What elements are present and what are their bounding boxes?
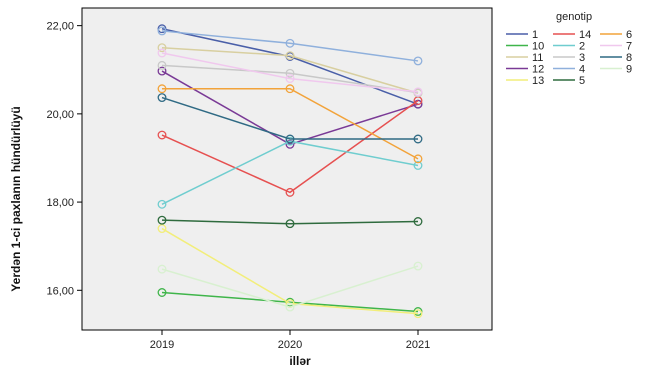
data-point: [157, 66, 167, 76]
data-point: [157, 48, 167, 58]
series-line: [161, 46, 419, 94]
data-point: [285, 38, 295, 48]
legend-label: 9: [626, 64, 632, 76]
data-point: [285, 68, 295, 78]
data-point: [285, 74, 295, 84]
data-point: [157, 199, 167, 209]
x-tick-label: 2020: [278, 339, 302, 351]
y-axis: 16,00 18,00 20,00 22,00: [46, 21, 82, 297]
legend-label: 5: [579, 75, 585, 87]
data-point: [157, 224, 167, 233]
data-point: [413, 154, 423, 164]
series-line: [161, 64, 419, 94]
series-line: [161, 70, 419, 146]
x-axis-title: illər: [289, 354, 311, 368]
series-line: [161, 219, 419, 225]
data-point: [285, 51, 295, 61]
data-point: [157, 26, 167, 36]
legend-item-4: 4: [553, 64, 585, 76]
series-line: [161, 27, 419, 105]
legend-item-13: 13: [506, 75, 544, 87]
legend-label: 10: [532, 41, 544, 53]
plot-area: [81, 7, 493, 331]
legend-label: 13: [532, 75, 544, 87]
series-line: [161, 96, 418, 140]
y-tick-label: 16,00: [46, 285, 74, 297]
x-tick-label: 2019: [150, 339, 174, 351]
legend-item-14: 14: [553, 29, 591, 41]
series-line: [161, 140, 419, 205]
x-axis: 2019 2020 2021: [150, 330, 430, 351]
legend-item-9: 9: [600, 64, 632, 76]
series-line: [161, 265, 419, 308]
series-layer: [157, 24, 423, 319]
series-7: [157, 48, 423, 97]
series-line: [161, 100, 419, 194]
legend-label: 7: [626, 41, 632, 53]
legend-label: 1: [532, 29, 538, 41]
data-point: [157, 60, 167, 70]
data-point: [413, 56, 423, 66]
legend-item-3: 3: [553, 52, 585, 64]
y-axis-title: Yerdən 1-ci paxlanın hündürlüyü: [9, 106, 23, 291]
legend-item-12: 12: [506, 64, 544, 76]
legend-item-7: 7: [600, 41, 632, 53]
x-tick-label: 2021: [406, 339, 430, 351]
data-point: [285, 219, 295, 229]
data-point: [285, 302, 295, 312]
legend-label: 3: [579, 52, 585, 64]
y-tick-label: 20,00: [46, 109, 74, 121]
data-point: [157, 264, 167, 274]
data-point: [285, 134, 295, 144]
legend-item-11: 11: [506, 52, 543, 64]
legend-label: 8: [626, 52, 632, 64]
series-5: [157, 215, 423, 229]
data-point: [157, 93, 167, 102]
series-line: [161, 52, 419, 93]
data-point: [157, 84, 167, 94]
data-point: [157, 43, 167, 53]
legend-label: 6: [626, 29, 632, 41]
series-line: [161, 30, 419, 62]
series-4: [157, 26, 423, 66]
data-point: [285, 84, 295, 94]
legend-label: 2: [579, 41, 585, 53]
legend-title: genotip: [556, 11, 592, 23]
data-point: [413, 309, 423, 319]
data-point: [285, 187, 295, 197]
legend-item-10: 10: [506, 41, 544, 53]
data-point: [413, 261, 423, 271]
data-point: [157, 130, 167, 140]
legend-item-1: 1: [506, 29, 538, 41]
legend-label: 14: [579, 29, 591, 41]
legend-item-5: 5: [553, 75, 585, 87]
y-tick-label: 18,00: [46, 197, 74, 209]
series-9: [157, 261, 423, 312]
series-8: [157, 93, 423, 144]
series-2: [157, 136, 423, 209]
data-point: [413, 161, 423, 170]
data-point: [157, 288, 167, 297]
data-point: [413, 134, 423, 144]
data-point: [413, 87, 423, 97]
legend-label: 11: [532, 52, 543, 64]
data-point: [157, 215, 167, 225]
y-tick-label: 22,00: [46, 21, 74, 33]
series-6: [157, 84, 423, 164]
legend-label: 12: [532, 64, 544, 76]
legend: genotip 1 14 6 10 2 7 11 3 8 12 4 9 13 5: [506, 11, 632, 87]
data-point: [413, 217, 423, 226]
legend-label: 4: [579, 64, 585, 76]
legend-item-8: 8: [600, 52, 632, 64]
legend-item-2: 2: [553, 41, 585, 53]
series-line: [162, 87, 419, 160]
series-line: [161, 291, 419, 313]
legend-item-6: 6: [600, 29, 632, 41]
